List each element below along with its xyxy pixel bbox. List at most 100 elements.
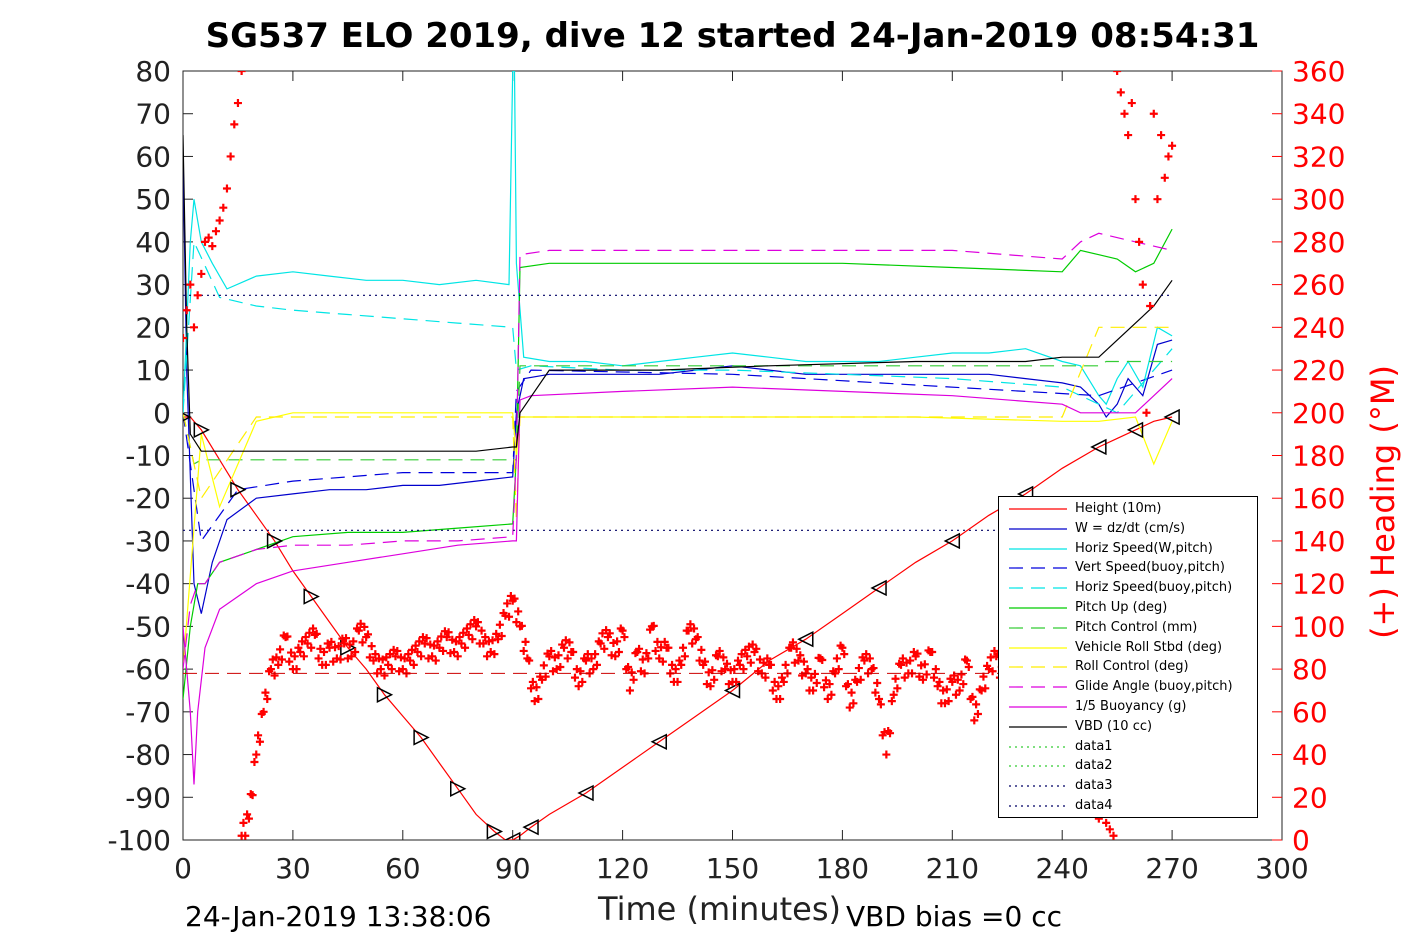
heading-point <box>200 237 209 246</box>
heading-point <box>1116 88 1125 97</box>
heading-point <box>792 644 801 653</box>
heading-point <box>891 674 900 683</box>
heading-point <box>413 648 422 657</box>
heading-point <box>739 665 748 674</box>
heading-point <box>886 729 895 738</box>
y-tick-label: -80 <box>125 739 171 772</box>
timestamp: 24-Jan-2019 13:38:06 <box>185 900 492 933</box>
legend-item: data3 <box>999 776 1257 796</box>
series-line-w-dz-dt-cm-s- <box>183 156 1173 614</box>
series-line-1-5-buoyancy-g- <box>183 378 1173 785</box>
heading-point <box>497 632 506 641</box>
heading-point <box>843 680 852 689</box>
heading-point <box>244 814 253 823</box>
heading-point <box>219 203 228 212</box>
y2-tick-label: 180 <box>1292 440 1345 473</box>
height-marker <box>870 579 887 597</box>
heading-point <box>737 650 746 659</box>
heading-point <box>761 673 770 682</box>
heading-point <box>865 654 874 663</box>
heading-point <box>569 648 578 657</box>
heading-point <box>285 657 294 666</box>
heading-point <box>600 644 609 653</box>
heading-point <box>680 652 689 661</box>
series-line-horiz-speed-buoy-pitch- <box>183 241 1173 414</box>
legend-swatch <box>1009 646 1067 649</box>
y2-tick-label: 80 <box>1292 653 1328 686</box>
heading-point <box>277 655 286 664</box>
heading-point <box>360 622 369 631</box>
heading-point <box>301 633 310 642</box>
legend-item: Glide Angle (buoy,pitch) <box>999 677 1257 697</box>
heading-point <box>922 670 931 679</box>
heading-point <box>367 642 376 651</box>
heading-point <box>944 697 953 706</box>
legend-item: Pitch Up (deg) <box>999 598 1257 618</box>
legend-label: VBD (10 cc) <box>1075 718 1153 734</box>
heading-point <box>255 737 264 746</box>
heading-point <box>920 660 929 669</box>
heading-point <box>752 644 761 653</box>
heading-point <box>336 655 345 664</box>
heading-point <box>613 637 622 646</box>
heading-point <box>746 658 755 667</box>
heading-point <box>274 660 283 669</box>
y-tick-label: -100 <box>107 824 171 857</box>
heading-point <box>299 652 308 661</box>
heading-point <box>197 269 206 278</box>
heading-point <box>589 665 598 674</box>
legend-label: Vehicle Roll Stbd (deg) <box>1075 639 1223 655</box>
heading-point <box>525 656 534 665</box>
height-marker <box>450 780 467 797</box>
height-marker <box>723 682 741 699</box>
heading-point <box>948 677 957 686</box>
legend-swatch <box>1009 607 1067 609</box>
height-marker <box>504 831 521 840</box>
x-tick-label: 210 <box>926 852 979 885</box>
heading-point <box>1146 301 1155 310</box>
heading-point <box>823 695 832 704</box>
heading-point <box>505 612 514 621</box>
legend-item: Horiz Speed(W,pitch) <box>999 539 1257 559</box>
heading-point <box>979 672 988 681</box>
heading-point <box>799 657 808 666</box>
heading-point <box>688 639 697 648</box>
heading-point <box>671 665 680 674</box>
heading-point <box>827 690 836 699</box>
heading-point <box>611 652 620 661</box>
heading-point <box>876 700 885 709</box>
heading-point <box>587 654 596 663</box>
heading-point <box>373 669 382 678</box>
heading-point <box>871 688 880 697</box>
heading-point <box>929 673 938 682</box>
heading-point <box>570 673 579 682</box>
heading-point <box>854 664 863 673</box>
heading-point <box>832 654 841 663</box>
y-tick-label: -60 <box>125 653 171 686</box>
y-tick-label: -30 <box>125 525 171 558</box>
heading-point <box>625 686 634 695</box>
heading-point <box>693 633 702 642</box>
heading-point <box>415 637 424 646</box>
heading-point <box>521 637 530 646</box>
legend-label: Pitch Control (mm) <box>1075 619 1198 635</box>
heading-point <box>406 656 415 665</box>
heading-point <box>479 639 488 648</box>
heading-point <box>290 652 299 661</box>
heading-point <box>490 650 499 659</box>
y2-tick-label: 200 <box>1292 397 1345 430</box>
heading-point <box>1138 280 1147 289</box>
heading-point <box>719 653 728 662</box>
heading-point <box>464 630 473 639</box>
heading-point <box>351 648 360 657</box>
heading-point <box>887 697 896 706</box>
heading-point <box>1113 71 1122 75</box>
y2-tick-label: 260 <box>1292 269 1345 302</box>
heading-point <box>563 654 572 663</box>
heading-point <box>766 660 775 669</box>
heading-point <box>620 633 629 642</box>
heading-point <box>913 649 922 658</box>
legend-label: data1 <box>1075 738 1113 754</box>
y2-tick-label: 0 <box>1292 824 1310 857</box>
